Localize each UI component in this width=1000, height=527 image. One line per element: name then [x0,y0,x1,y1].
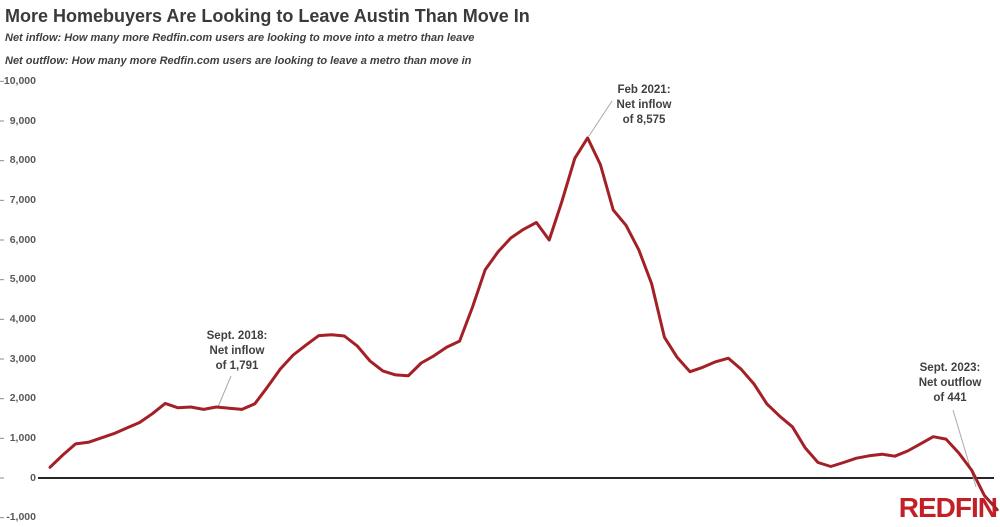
annotation-line: Sept. 2023: [919,362,981,374]
annotation-line: Net inflow [616,99,672,111]
y-axis-tick-label: 9,000 [9,114,36,127]
annotation-leader-line [217,375,232,408]
annotation-line: Feb 2021: [617,84,671,96]
annotation-line: of 8,575 [622,114,666,126]
annotation-line: Net inflow [209,345,265,357]
subtitle-net-inflow-definition: Net inflow: How many more Redfin.com use… [5,32,475,44]
y-axis-tick-label: 5,000 [9,273,36,286]
net-flow-line-series [48,136,999,512]
y-axis-tick-label: 3,000 [9,352,36,365]
y-axis-tick-label: 2,000 [9,392,36,405]
annotation-sept-2023: Sept. 2023: Net outflow of 441 [898,361,1000,406]
y-axis-tick-label: 1,000 [9,431,36,444]
y-axis-tick-label: 7,000 [9,193,36,206]
y-axis-tick-label: -1,000 [6,511,36,524]
annotation-line: Net outflow [918,377,982,389]
y-axis-tick-label: 0 [30,471,36,484]
chart-title: More Homebuyers Are Looking to Leave Aus… [5,6,530,26]
annotation-line: of 1,791 [215,360,259,372]
annotation-leader-line [588,100,613,137]
y-axis-tick-label: 6,000 [9,233,36,246]
y-axis-tick-label: 8,000 [9,154,36,167]
annotation-feb-2021: Feb 2021: Net inflow of 8,575 [584,83,704,128]
annotation-sept-2018: Sept. 2018: Net inflow of 1,791 [177,329,297,374]
annotation-leader-lines [217,100,977,488]
y-axis-tick-marks [0,80,4,519]
subtitle-net-outflow-definition: Net outflow: How many more Redfin.com us… [5,55,472,67]
redfin-logo: REDFIN [898,492,998,523]
annotation-line: Sept. 2018: [206,330,268,342]
y-axis-tick-label: 10,000 [3,74,36,87]
y-axis-tick-label: 4,000 [9,312,36,325]
annotation-line: of 441 [933,392,967,404]
annotation-leader-line [952,409,977,488]
